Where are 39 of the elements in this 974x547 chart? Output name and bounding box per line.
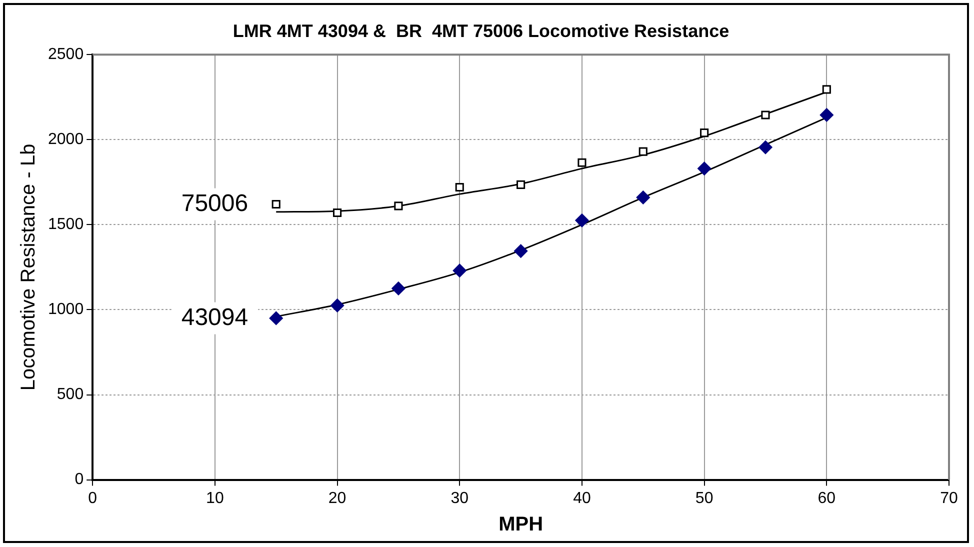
y-axis-title: Locomotive Resistance - Lb	[18, 144, 40, 391]
point	[822, 85, 831, 94]
point	[578, 158, 586, 167]
point	[698, 162, 712, 176]
x-tick-label: 30	[450, 490, 469, 507]
point	[269, 311, 283, 325]
point	[394, 202, 403, 210]
point	[638, 147, 648, 156]
x-axis-title: MPH	[498, 514, 544, 536]
x-tick-label: 20	[328, 490, 346, 507]
x-tick-label: 10	[206, 490, 224, 507]
series-label: 75006	[181, 190, 248, 217]
point	[392, 282, 406, 296]
point	[455, 182, 464, 192]
y-tick-label: 1500	[48, 216, 84, 234]
point	[272, 200, 280, 209]
y-tick-label: 2500	[48, 46, 84, 64]
y-tick-label: 500	[56, 386, 84, 404]
point	[330, 298, 344, 312]
point	[761, 110, 770, 120]
y-tick-label: 1000	[48, 301, 84, 318]
chart-title: LMR 4MT 43094 & BR 4MT 75006 Locomotive Resistance	[232, 20, 730, 41]
point	[636, 190, 650, 204]
point	[758, 140, 772, 154]
x-tick-label: 60	[818, 490, 836, 507]
point	[452, 264, 466, 278]
point	[700, 128, 709, 138]
y-tick-label: 0	[74, 471, 84, 488]
x-tick-label: 40	[573, 490, 591, 507]
x-tick-label: 0	[88, 490, 98, 507]
y-tick-label: 2000	[48, 131, 84, 148]
point	[332, 208, 342, 218]
x-tick-label: 70	[940, 490, 958, 507]
point	[575, 214, 589, 228]
series-label: 43094	[181, 304, 248, 331]
point	[516, 180, 526, 189]
point	[820, 108, 834, 122]
x-tick-label: 50	[695, 490, 714, 507]
point	[514, 244, 528, 258]
